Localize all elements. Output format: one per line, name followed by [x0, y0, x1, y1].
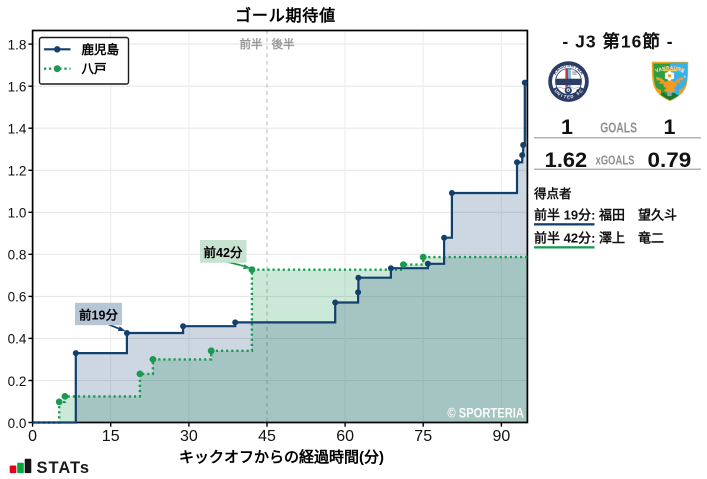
svg-text:GOALS: GOALS — [600, 121, 637, 137]
svg-text:T: T — [563, 94, 567, 100]
svg-text:M: M — [576, 67, 582, 73]
svg-text:0.4: 0.4 — [8, 332, 27, 347]
svg-text:G: G — [558, 64, 564, 70]
svg-text:15: 15 — [102, 428, 120, 445]
svg-text:U: U — [553, 88, 559, 94]
svg-text:後半: 後半 — [272, 37, 295, 51]
svg-text:D: D — [570, 94, 574, 100]
svg-text:© SPORTERIA: © SPORTERIA — [447, 405, 524, 420]
svg-text:STATs: STATs — [37, 459, 91, 477]
svg-text:- J3 第16節 -: - J3 第16節 - — [562, 32, 673, 52]
svg-text:1.4: 1.4 — [8, 122, 27, 137]
svg-text:xGOALS: xGOALS — [596, 153, 635, 167]
svg-text:S: S — [567, 63, 570, 68]
svg-text:前19分: 前19分 — [79, 308, 118, 323]
svg-text:A: A — [555, 66, 561, 72]
svg-text:0.8: 0.8 — [8, 248, 27, 263]
svg-text:1.0: 1.0 — [8, 206, 27, 221]
svg-text:I: I — [574, 65, 578, 70]
svg-text:得点者: 得点者 — [533, 186, 572, 201]
svg-text:F: F — [576, 91, 581, 97]
svg-text:I: I — [560, 93, 563, 98]
svg-text:0.0: 0.0 — [8, 416, 27, 431]
svg-text:1.8: 1.8 — [8, 37, 27, 52]
svg-text:前半 42分: 澤上 竜二: 前半 42分: 澤上 竜二 — [534, 230, 664, 245]
svg-text:90: 90 — [493, 428, 511, 445]
svg-text:75: 75 — [414, 428, 432, 445]
svg-text:C: C — [578, 88, 584, 94]
svg-text:0.79: 0.79 — [648, 148, 692, 172]
svg-text:60: 60 — [336, 428, 354, 445]
svg-text:N: N — [556, 91, 562, 97]
svg-text:30: 30 — [180, 428, 198, 445]
svg-text:H: H — [570, 63, 575, 69]
svg-text:E: E — [567, 95, 570, 100]
svg-text:K: K — [552, 70, 558, 76]
svg-text:A: A — [579, 70, 585, 76]
svg-text:前半 19分: 福田 望久斗: 前半 19分: 福田 望久斗 — [534, 208, 677, 223]
svg-text:1.2: 1.2 — [8, 164, 27, 179]
svg-text:前42分: 前42分 — [204, 245, 243, 260]
svg-text:1: 1 — [561, 115, 573, 139]
svg-text:0.6: 0.6 — [8, 290, 27, 305]
svg-text:鹿児島: 鹿児島 — [82, 42, 120, 57]
svg-text:前半: 前半 — [240, 37, 263, 51]
svg-text:O: O — [562, 63, 567, 69]
svg-text:0: 0 — [28, 428, 37, 445]
svg-text:キックオフからの経過時間(分): キックオフからの経過時間(分) — [179, 448, 384, 466]
svg-text:45: 45 — [258, 428, 276, 445]
svg-text:ゴール期待値: ゴール期待値 — [235, 6, 336, 25]
svg-text:1.62: 1.62 — [545, 148, 588, 172]
svg-text:1: 1 — [664, 115, 676, 139]
svg-text:八戸: 八戸 — [81, 62, 107, 76]
svg-text:1.6: 1.6 — [8, 80, 27, 95]
svg-text:0.2: 0.2 — [8, 374, 27, 389]
